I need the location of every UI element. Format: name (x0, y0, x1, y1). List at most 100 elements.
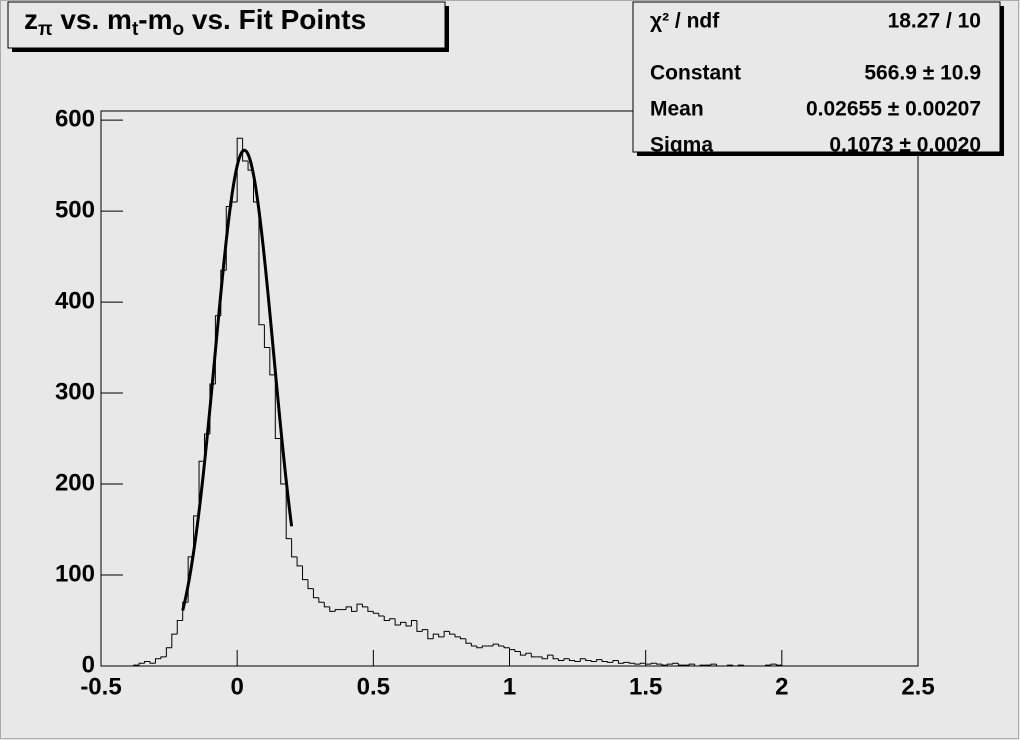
histogram-bin (394, 618, 401, 626)
histogram-bin (312, 588, 319, 599)
histogram-bin (639, 662, 646, 665)
histogram-bin (323, 602, 330, 608)
histogram-bin (634, 663, 641, 665)
histogram-bin (454, 634, 461, 638)
x-tick-label: -0.5 (80, 673, 121, 700)
title-text: vs. Fit Points (184, 4, 366, 35)
title-text: -m (138, 4, 172, 35)
histogram-bin (291, 538, 298, 558)
histogram-bin (645, 663, 652, 665)
histogram-bin (672, 662, 679, 665)
histogram-bin (470, 643, 477, 647)
histogram-bin (661, 664, 668, 666)
histogram-bin (617, 660, 624, 664)
histogram-bin (530, 653, 537, 658)
histogram-bin (601, 659, 608, 662)
histogram-bin (269, 347, 276, 376)
title-text: z (24, 4, 38, 35)
histogram-bin (596, 659, 603, 662)
histogram-bin (427, 629, 434, 640)
histogram-bin (296, 556, 303, 567)
histogram-bin (449, 631, 456, 635)
y-tick-label: 600 (55, 105, 95, 132)
x-tick-label: 1.5 (629, 673, 662, 700)
histogram-bin (563, 658, 570, 661)
histogram-bin (568, 658, 575, 662)
x-tick-label: 1 (503, 673, 516, 700)
histogram-bin (677, 663, 684, 666)
stats-box (632, 1, 1001, 153)
histogram-bin (650, 662, 657, 665)
histogram-bin (699, 664, 706, 666)
y-tick-label: 500 (55, 196, 95, 223)
histogram-bin (236, 137, 243, 202)
histogram-bin (149, 661, 156, 664)
histogram-bin (345, 606, 352, 610)
histogram-bin (432, 633, 439, 639)
histogram-bin (694, 664, 701, 667)
histogram-bin (274, 374, 281, 440)
stat-label: Mean (650, 98, 704, 121)
histogram-bin (585, 658, 592, 662)
histogram-bin (400, 621, 407, 626)
stat-label: χ² / ndf (650, 10, 720, 33)
histogram-bin (459, 636, 466, 640)
histogram-bin (726, 664, 733, 666)
x-tick-label: 0 (230, 673, 243, 700)
frame (100, 110, 919, 667)
histogram-bin (476, 645, 483, 649)
histogram-bin (764, 664, 771, 666)
y-tick-label: 200 (55, 469, 95, 496)
histogram-bin (492, 643, 499, 646)
histogram-bin (361, 604, 368, 608)
histogram-bin (552, 655, 559, 660)
histogram-bin (770, 663, 777, 666)
stat-value: 18.27 / 10 (888, 10, 981, 33)
y-tick-label: 400 (55, 287, 95, 314)
histogram-bin (590, 660, 597, 662)
histogram-bin (656, 663, 663, 665)
histogram-bin (509, 647, 515, 651)
histogram-bin (138, 662, 145, 666)
histogram-bin (351, 606, 357, 612)
histogram-bin (743, 665, 750, 667)
title-subscript: π (38, 19, 53, 40)
histogram-bin (732, 665, 739, 667)
histogram-bin (612, 660, 619, 663)
histogram-bin (367, 606, 374, 612)
histogram-bin (372, 611, 379, 614)
histogram-bin (410, 620, 417, 626)
histogram-bin (710, 663, 717, 666)
histogram-bin (421, 629, 428, 632)
histogram-bin (329, 606, 336, 612)
histogram-bin (498, 644, 505, 647)
histogram-bin (154, 658, 161, 664)
histogram-bin (438, 634, 445, 638)
stat-label: Sigma (650, 134, 713, 157)
histogram-bin (144, 660, 151, 664)
histogram-bin (318, 597, 325, 603)
histogram-bin (541, 656, 548, 660)
histogram-bin (481, 645, 488, 648)
y-tick-label: 100 (55, 560, 95, 587)
histogram-bin (465, 638, 472, 644)
histogram-bin (737, 664, 744, 666)
y-tick-label: 0 (82, 651, 95, 678)
histogram-bin (133, 664, 140, 666)
histogram-bin (715, 664, 722, 667)
histogram-bin (579, 658, 586, 662)
x-tick-label: 2 (775, 673, 788, 700)
histogram-bin (242, 138, 249, 162)
histogram-bin (263, 324, 270, 349)
stat-value: 0.02655 ± 0.00207 (806, 98, 981, 121)
histogram-bin (383, 615, 390, 622)
histogram-bin (171, 633, 178, 648)
histogram-bin (666, 663, 673, 666)
stat-label: Constant (650, 62, 741, 85)
histogram-bin (307, 579, 314, 590)
title-subscript: t (132, 19, 139, 40)
histogram-bin (775, 664, 782, 666)
histogram-bin (688, 663, 695, 666)
title-box (7, 1, 446, 49)
histogram-bin (525, 652, 532, 656)
